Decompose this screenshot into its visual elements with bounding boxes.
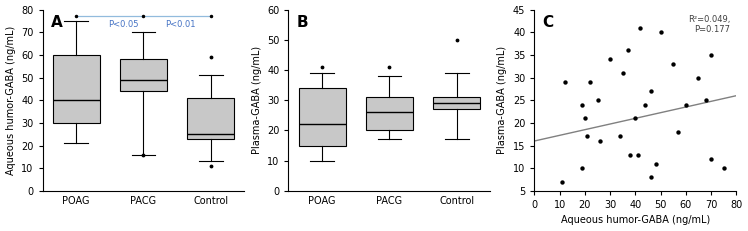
Point	[622, 49, 634, 52]
Text: B: B	[296, 15, 308, 30]
Point	[693, 76, 705, 79]
Bar	[120, 59, 167, 91]
X-axis label: Aqueous humor-GABA (ng/mL): Aqueous humor-GABA (ng/mL)	[561, 216, 710, 225]
Bar	[187, 98, 234, 139]
Y-axis label: Plasma-GABA (ng/mL): Plasma-GABA (ng/mL)	[251, 46, 262, 154]
Text: P<0.05: P<0.05	[108, 20, 138, 29]
Point	[617, 71, 629, 75]
Bar	[298, 88, 346, 146]
Point	[625, 153, 637, 156]
Point	[592, 98, 604, 102]
Text: A: A	[51, 15, 62, 30]
Point	[718, 166, 730, 170]
Point	[614, 135, 626, 138]
Point	[645, 175, 657, 179]
Point	[634, 26, 646, 30]
Point	[667, 62, 679, 66]
Point	[672, 130, 684, 134]
Point	[645, 89, 657, 93]
Point	[629, 116, 641, 120]
Point	[705, 157, 717, 161]
Point	[577, 103, 589, 106]
Point	[577, 166, 589, 170]
Y-axis label: Aqueous humor-GABA (ng/mL): Aqueous humor-GABA (ng/mL)	[5, 26, 16, 175]
Point	[559, 80, 571, 84]
Bar	[366, 97, 413, 131]
Point	[632, 153, 644, 156]
Point	[700, 98, 712, 102]
Point	[557, 180, 568, 184]
Bar	[52, 55, 99, 123]
Point	[579, 116, 591, 120]
Point	[584, 80, 596, 84]
Point	[705, 53, 717, 57]
Point	[594, 139, 606, 143]
Point	[649, 162, 661, 166]
Point	[581, 135, 593, 138]
Point	[604, 58, 616, 61]
Y-axis label: Plasma-GABA (ng/mL): Plasma-GABA (ng/mL)	[497, 46, 507, 154]
Text: C: C	[542, 15, 554, 30]
Point	[654, 30, 666, 34]
Point	[640, 103, 652, 106]
Bar	[433, 97, 480, 109]
Point	[680, 103, 692, 106]
Text: P<0.01: P<0.01	[165, 20, 196, 29]
Text: R²=0.049,
P=0.177: R²=0.049, P=0.177	[688, 15, 730, 34]
